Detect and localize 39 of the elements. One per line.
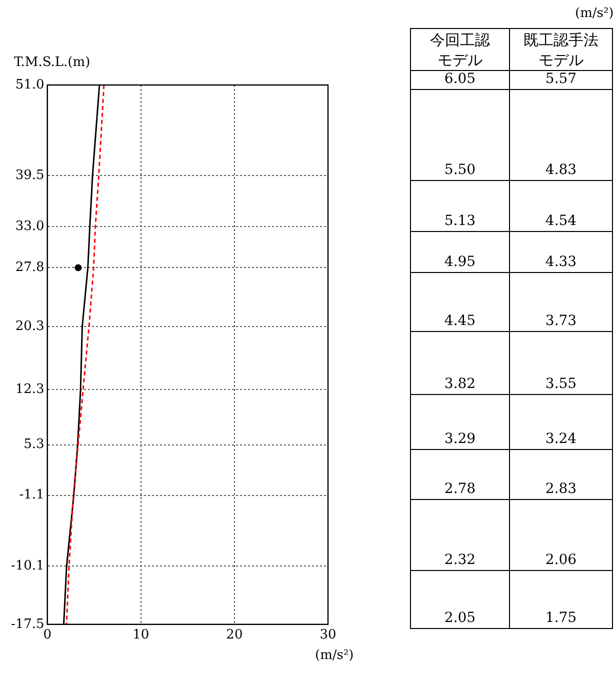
x-tick-label: 20	[226, 628, 243, 643]
text: 6.05	[410, 70, 510, 90]
y-axis-title: T.M.S.L.(m)	[14, 54, 90, 72]
y-tick-label: -1.1	[19, 488, 44, 503]
text: 既工認手法モデル	[522, 30, 600, 70]
text: (m/s²)	[575, 5, 614, 23]
x-tick-label: 10	[132, 628, 150, 643]
text: 4.95	[410, 231, 510, 273]
y-tick-label: 27.8	[15, 260, 44, 276]
y-tick-label: 5.3	[24, 437, 44, 452]
text: 2.78	[410, 449, 510, 500]
x-tick-label: 0	[43, 628, 52, 643]
text: 3.29	[410, 394, 510, 450]
text: 4.54	[509, 180, 613, 232]
text: 2.05	[410, 570, 510, 629]
x-axis-title: (m/s²)	[315, 647, 354, 666]
y-tick-label: 12.3	[15, 382, 44, 398]
y-tick-label: 51.0	[15, 77, 44, 92]
text: 3.82	[410, 331, 510, 395]
text: 3.55	[509, 331, 613, 395]
text: 2.06	[509, 499, 613, 571]
text: 3.24	[509, 394, 613, 450]
text: 4.83	[509, 89, 613, 181]
text: 5.13	[410, 180, 510, 232]
text: 今回工認モデル	[429, 30, 491, 70]
y-tick-label: 33.0	[15, 219, 44, 234]
text: 1.75	[509, 570, 613, 629]
text: 2.83	[509, 449, 613, 500]
text: 5.57	[509, 70, 613, 90]
text: 2.32	[410, 499, 510, 571]
text: 5.50	[410, 89, 510, 181]
x-tick-label: 30	[320, 628, 336, 643]
text: 4.33	[509, 231, 613, 273]
y-tick-label: -10.1	[10, 558, 44, 574]
y-tick-label: -17.5	[10, 616, 44, 632]
text: 3.73	[509, 272, 613, 332]
text: 4.45	[410, 272, 510, 332]
y-tick-label: 20.3	[15, 319, 44, 334]
y-tick-label: 39.5	[15, 168, 44, 183]
